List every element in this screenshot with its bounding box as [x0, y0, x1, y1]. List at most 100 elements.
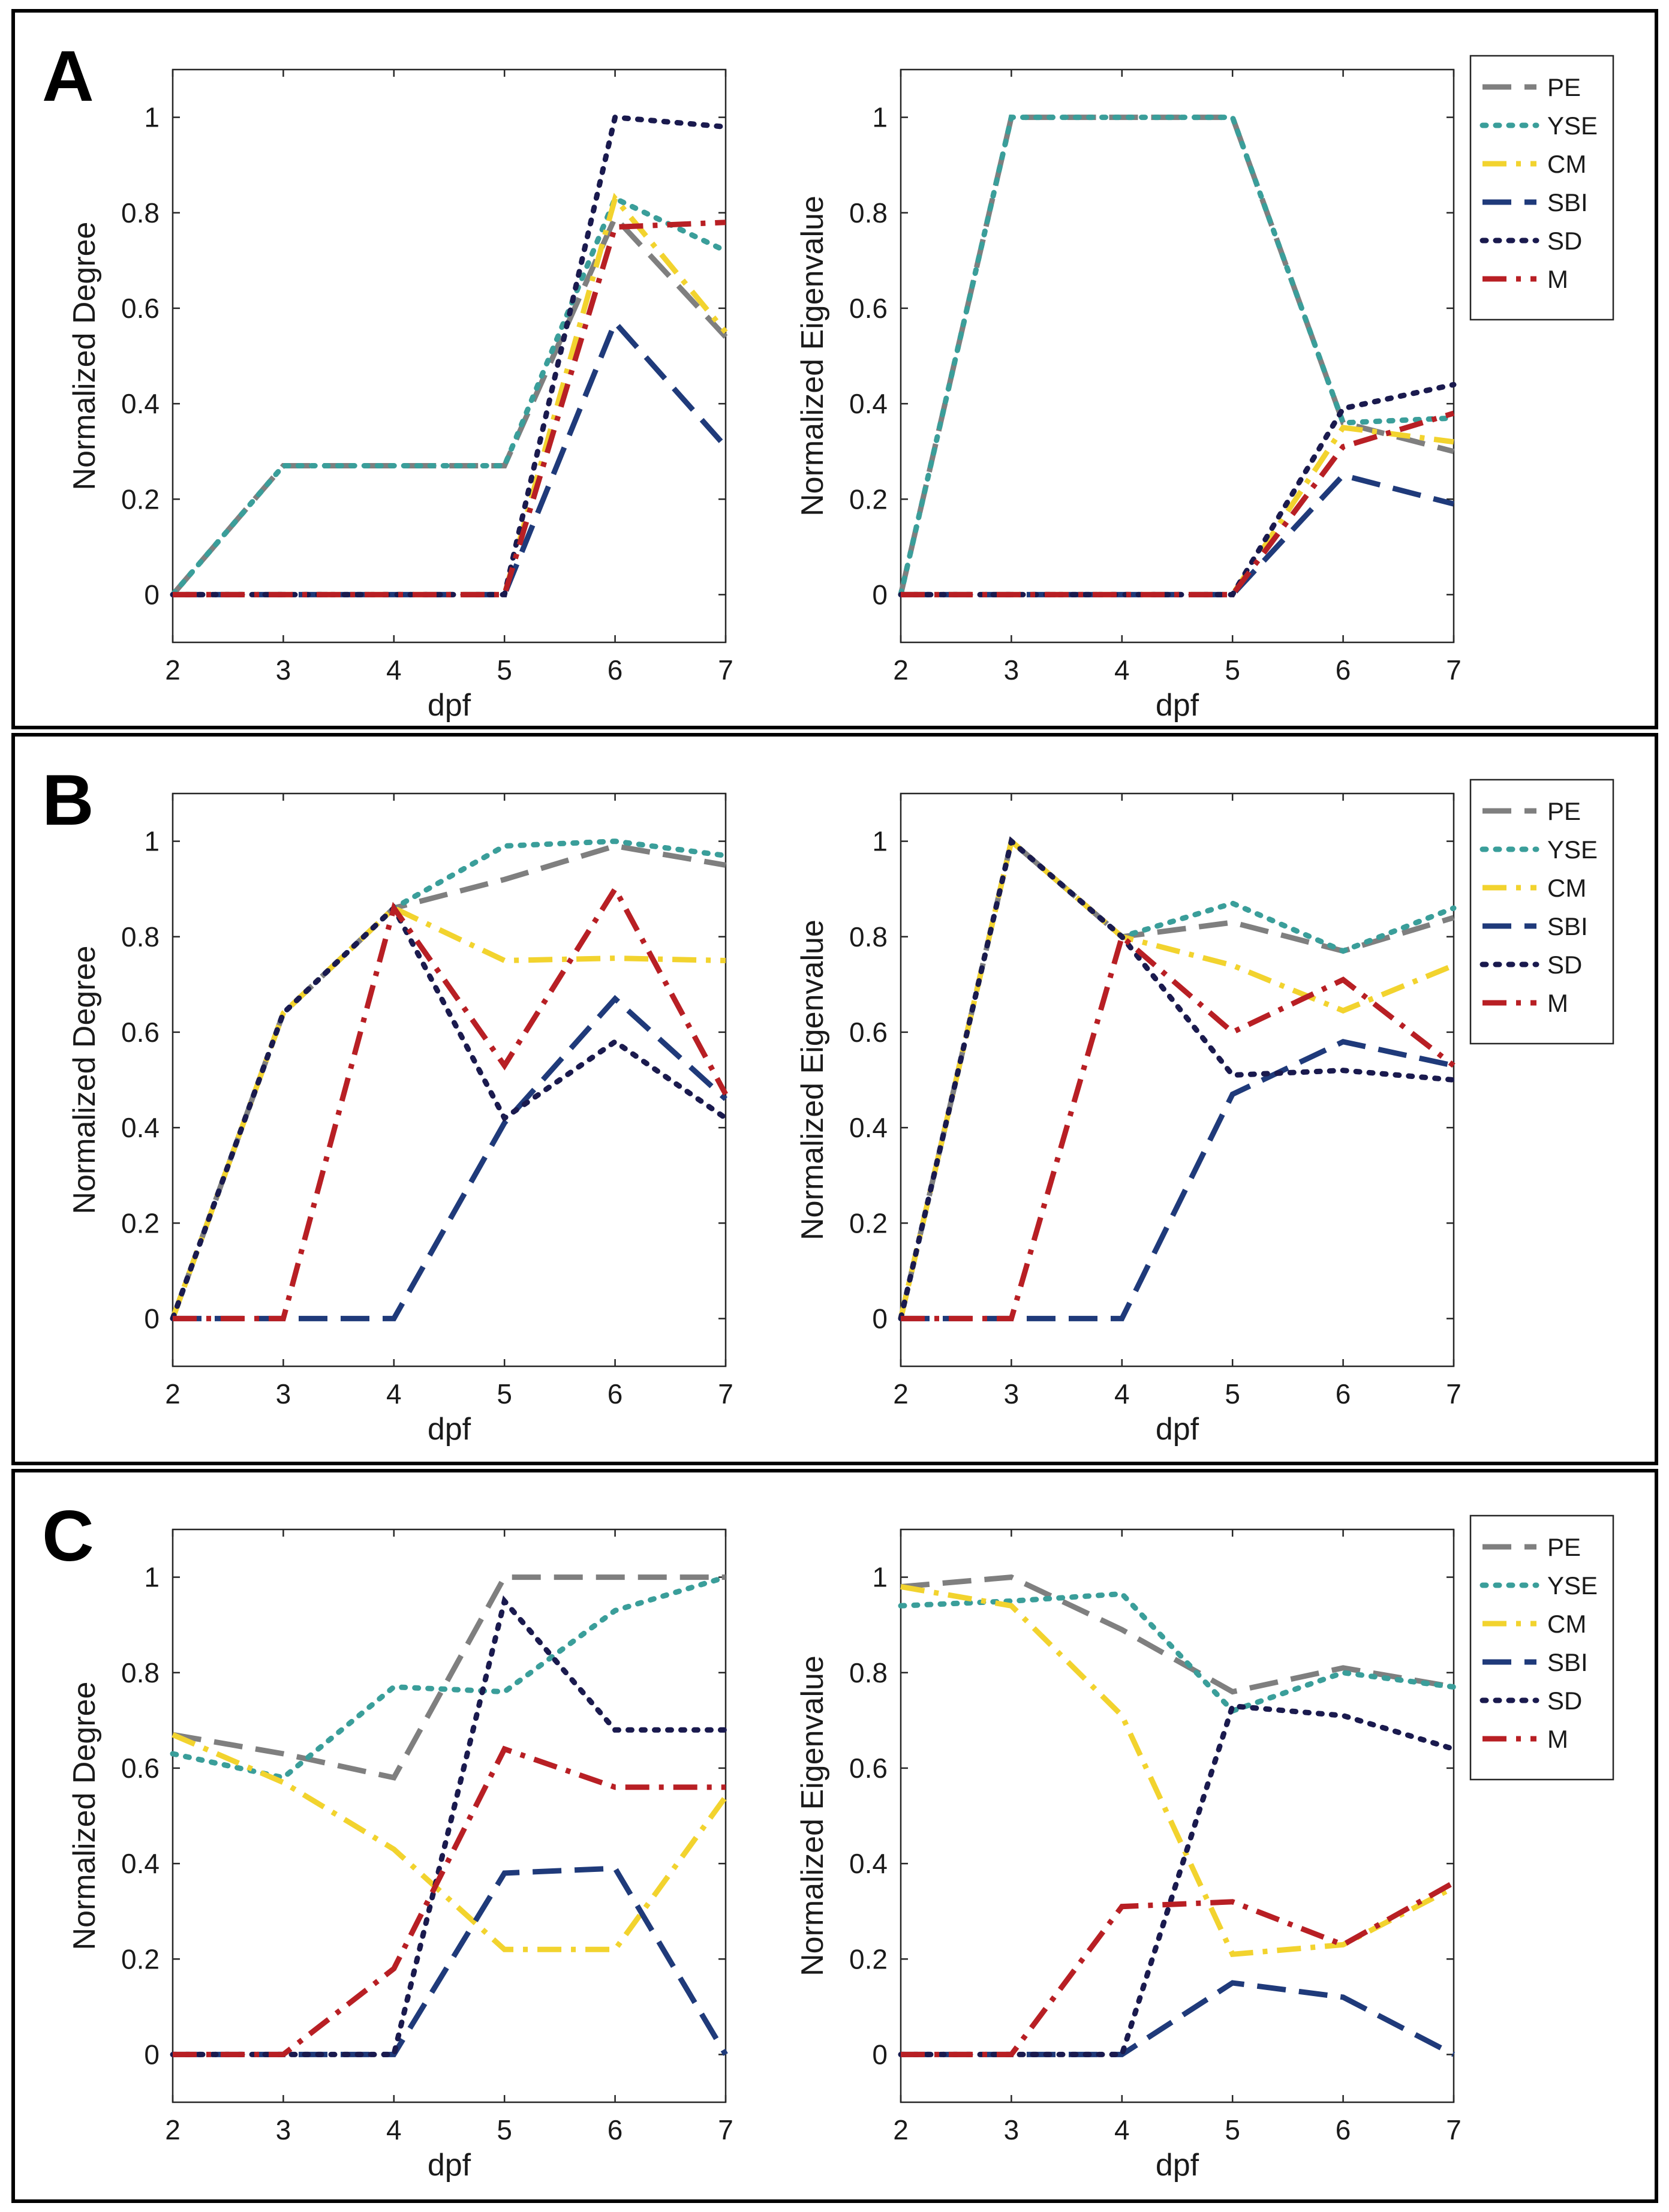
panel-a-left-series-m [173, 220, 726, 597]
legend-box [1469, 55, 1614, 321]
panel-a-right-chart: 0 0.2 0.4 0.6 0.8 1 2 3 4 5 6 7 dpf Normalized Eigenv… [795, 68, 1461, 723]
panel-b-left-series-sbi [173, 994, 728, 1321]
panel-letter-b: B [42, 760, 94, 840]
panel-c-right-chart: 0 0.2 0.4 0.6 0.8 1 2 3 4 5 6 7 dpf Normalized Eigenv… [795, 1528, 1461, 2183]
panel-a-right-series-yse [898, 115, 1457, 597]
panel-c-right-x-axis-label: dpf [1156, 2148, 1199, 2183]
panel-c-right-plot-area [900, 1528, 1455, 2103]
panel-c-right-x-tick-label: 4 [1114, 2114, 1130, 2145]
panel-c-left-y-tick-label: 1 [144, 1562, 160, 1593]
panel-b-left-y-tick-label: 1 [144, 826, 160, 857]
panel-c-left-plot-area [172, 1528, 727, 2103]
panel-b-right-x-tick-label: 6 [1336, 1378, 1351, 1409]
panel-a-right-x-tick-label: 7 [1446, 654, 1461, 686]
panel-c-right-series-pe [900, 1574, 1454, 1695]
panel-a-right-y-tick-label: 1 [872, 102, 888, 133]
panel-c-left-series-cm [172, 1732, 728, 1952]
panel-b-right-series-sd [898, 836, 1457, 1321]
panel-b-left-plot-area [172, 792, 727, 1368]
panel-b-left-series-pe [170, 843, 726, 1320]
panel-a-left-y-tick-label: 1 [144, 102, 160, 133]
panel-a-right-y-tick-label: 0.6 [849, 293, 888, 324]
panel-b-right-x-tick-label: 2 [893, 1378, 909, 1409]
panel-b-right-x-tick-label: 7 [1446, 1378, 1461, 1409]
legend-box [1469, 779, 1614, 1045]
panel-b-right-y-axis-label: Normalized Eigenvalue [795, 919, 830, 1240]
panel-a-left-x-tick-label: 7 [718, 654, 733, 686]
legend-label-m: M [1547, 989, 1568, 1017]
panel-b-right-x-tick-label: 3 [1004, 1378, 1020, 1409]
panel-a-right-y-tick-label: 0.8 [849, 197, 888, 229]
panel-c-right-y-tick-label: 1 [872, 1562, 888, 1593]
legend-label-sd: SD [1547, 1687, 1582, 1715]
panel-a-right-x-tick-label: 2 [893, 654, 909, 686]
panel-b-left-x-tick-label: 7 [718, 1378, 733, 1409]
panel-c-left-y-tick-label: 0.2 [121, 1943, 160, 1974]
panel-b-right-series-m [901, 931, 1456, 1321]
panel-c-right-x-tick-label: 6 [1336, 2114, 1351, 2145]
panel-b-right-series-sbi [901, 1039, 1454, 1321]
panel-c-right-series-cm [900, 1584, 1456, 1958]
panel-c-left-series-m [173, 1745, 726, 2057]
legend-label-m: M [1547, 265, 1568, 293]
panel-b-right-x-tick-label: 5 [1225, 1378, 1240, 1409]
panel-b-right-y-tick-label: 1 [872, 826, 888, 857]
panel-c-left-x-tick-label: 3 [276, 2114, 291, 2145]
panel-b-left-y-tick-label: 0.2 [121, 1207, 160, 1239]
panel-c-left-x-tick-label: 4 [386, 2114, 402, 2145]
panel-a-left-x-tick-label: 2 [165, 654, 181, 686]
panel-a-legend: PE YSE CM SBI SD M [1469, 55, 1614, 321]
panel-c-left-x-tick-label: 6 [608, 2114, 623, 2145]
panel-a-right-plot-area [900, 68, 1455, 644]
legend-label-cm: CM [1547, 1610, 1586, 1638]
legend-label-sbi: SBI [1547, 1648, 1588, 1676]
panel-b-left-y-tick-label: 0.8 [121, 921, 160, 952]
panel-a-left-x-tick-label: 5 [497, 654, 512, 686]
legend-label-cm: CM [1547, 150, 1586, 178]
panel-b-left-x-tick-label: 6 [608, 1378, 623, 1409]
panel-b-left-series-cm [170, 904, 726, 1320]
panel-frame-a [11, 9, 1658, 729]
legend-label-yse: YSE [1547, 112, 1598, 140]
panel-c-legend: PE YSE CM SBI SD M [1469, 1514, 1614, 1781]
legend-label-pe: PE [1547, 1533, 1581, 1561]
panel-a-left-x-tick-label: 6 [608, 654, 623, 686]
legend-label-yse: YSE [1547, 1571, 1598, 1600]
panel-a-left-x-tick-label: 3 [276, 654, 291, 686]
panel-a-right-y-axis-label: Normalized Eigenvalue [795, 196, 830, 516]
panel-a-left-y-tick-label: 0.4 [121, 388, 160, 419]
panel-c-left-y-tick-label: 0.8 [121, 1657, 160, 1688]
panel-c-right-x-tick-label: 7 [1446, 2114, 1461, 2145]
panel-b-left-series-yse [170, 838, 729, 1321]
panel-a-left-y-axis-label: Normalized Degree [67, 222, 102, 491]
panel-a-left-y-tick-label: 0.8 [121, 197, 160, 229]
panel-a-right-x-tick-label: 5 [1225, 654, 1240, 686]
panel-c-left-chart: 0 0.2 0.4 0.6 0.8 1 2 3 4 5 6 7 dpf Normalized Degree [67, 1528, 733, 2183]
panel-c-left-y-axis-label: Normalized Degree [67, 1682, 102, 1950]
panel-b-legend: PE YSE CM SBI SD M [1469, 779, 1614, 1045]
legend-label-sbi: SBI [1547, 912, 1588, 940]
panel-c-right-y-tick-label: 0.8 [849, 1657, 888, 1688]
panel-b-right-x-tick-label: 4 [1114, 1378, 1130, 1409]
panel-b-left-y-tick-label: 0 [144, 1303, 160, 1334]
panel-b-left-series-sd [170, 903, 729, 1321]
panel-a-right-x-tick-label: 6 [1336, 654, 1351, 686]
panel-a-left-series-pe [170, 212, 728, 597]
panel-b-left-x-tick-label: 3 [276, 1378, 291, 1409]
panel-b-right-y-tick-label: 0.2 [849, 1207, 888, 1239]
panel-a-right-x-tick-label: 3 [1004, 654, 1020, 686]
panel-c-right-y-tick-label: 0.4 [849, 1848, 888, 1879]
legend-label-pe: PE [1547, 797, 1581, 825]
panel-c-right-series-sd [898, 1703, 1457, 2057]
panel-a-right-y-tick-label: 0 [872, 579, 888, 610]
panel-c-right-y-tick-label: 0.6 [849, 1753, 888, 1784]
panel-b-left-x-tick-label: 4 [386, 1378, 402, 1409]
panel-b-right-y-tick-label: 0.6 [849, 1017, 888, 1048]
panel-c-left-x-tick-label: 5 [497, 2114, 512, 2145]
panel-b-right-x-axis-label: dpf [1156, 1412, 1199, 1447]
panel-c-right-x-tick-label: 2 [893, 2114, 909, 2145]
panel-b-right-chart: 0 0.2 0.4 0.6 0.8 1 2 3 4 5 6 7 dpf Normalized Eigenv… [795, 792, 1461, 1447]
panel-c-left-series-sd [170, 1595, 729, 2057]
panel-b-left-chart: 0 0.2 0.4 0.6 0.8 1 2 3 4 5 6 7 dpf Normalized Degree [67, 792, 733, 1447]
